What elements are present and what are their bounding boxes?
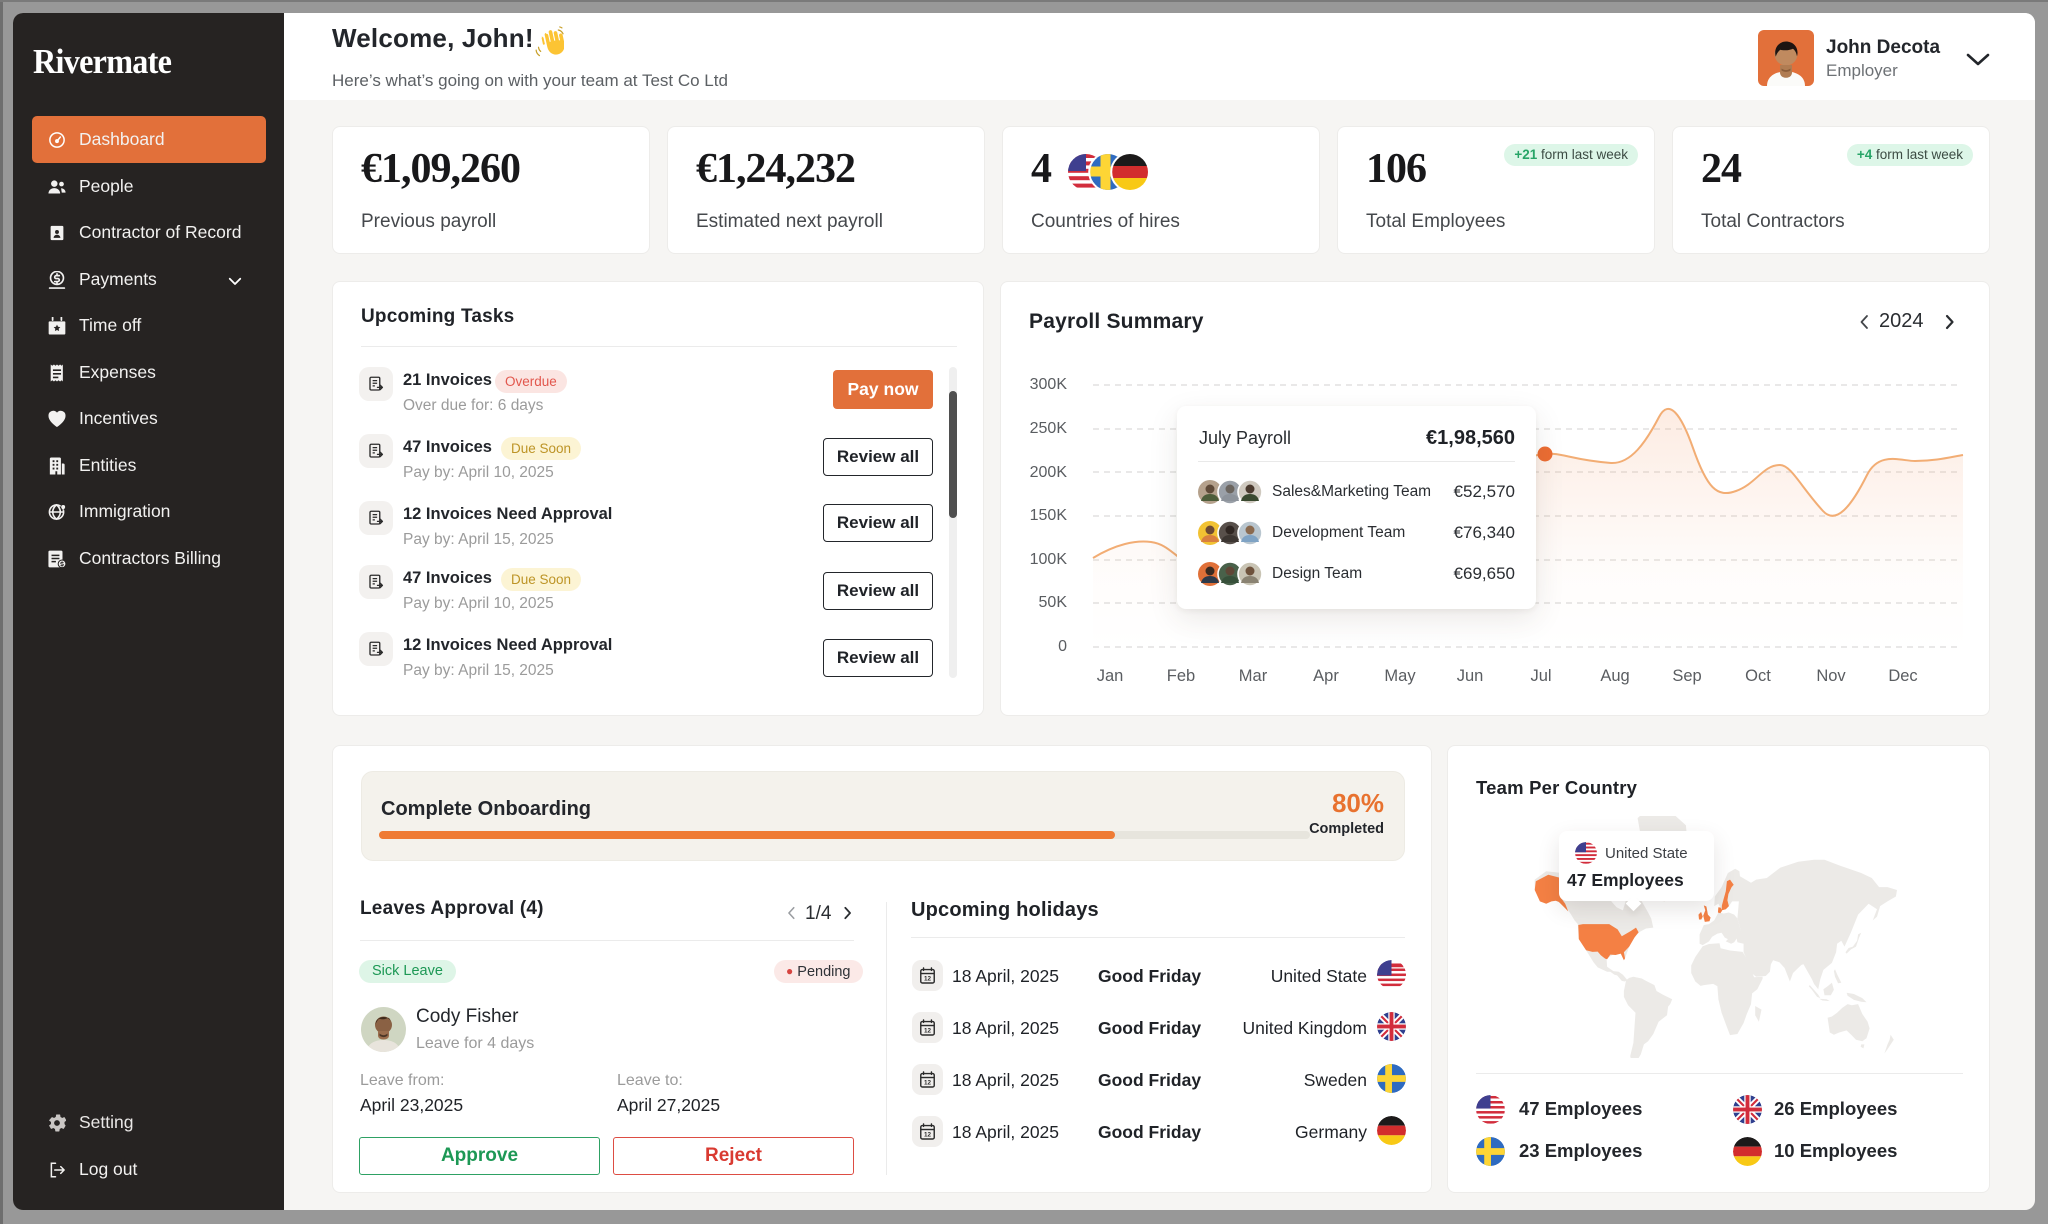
svg-text:12: 12 bbox=[924, 1132, 932, 1139]
svg-text:12: 12 bbox=[924, 1028, 932, 1035]
svg-text:12: 12 bbox=[924, 1080, 932, 1087]
svg-text:12: 12 bbox=[924, 976, 932, 983]
